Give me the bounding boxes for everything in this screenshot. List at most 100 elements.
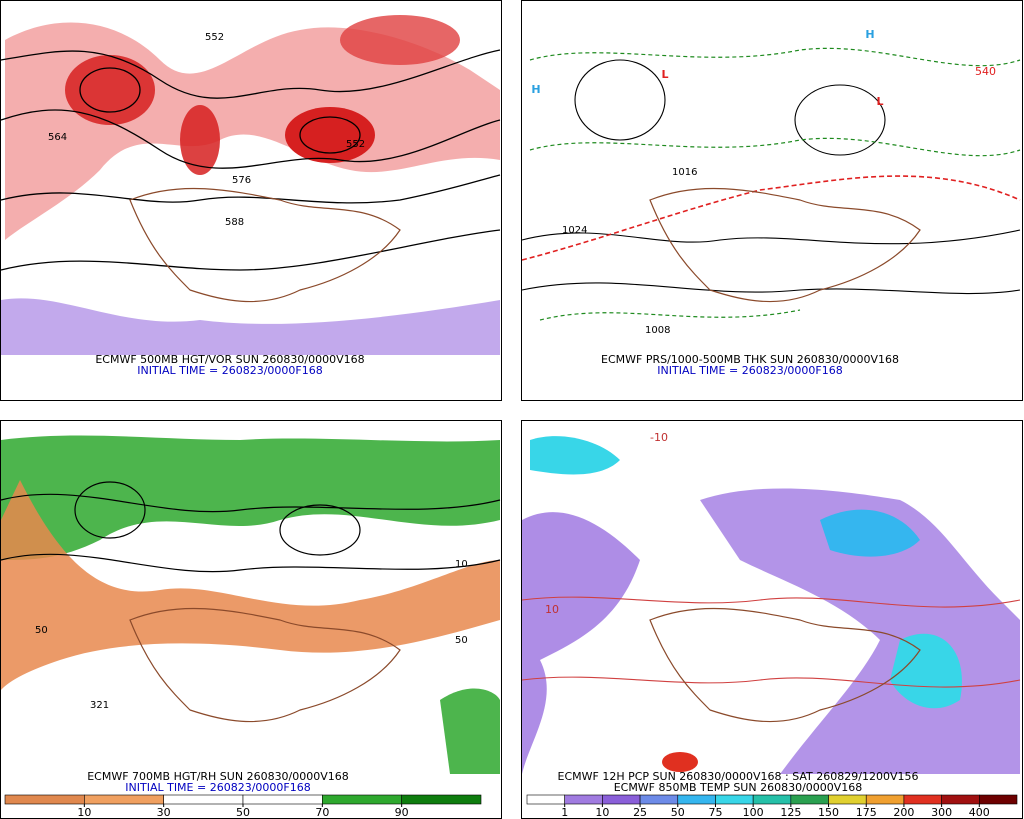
colorbar-segment: [790, 794, 829, 805]
colorbar-segment: [752, 794, 792, 805]
height-contour: [0, 553, 501, 573]
thickness-line: [539, 309, 801, 321]
vorticity-negative: [1, 298, 500, 355]
panel-title: ECMWF 500MB HGT/VOR SUN 260830/0000V168: [95, 353, 364, 366]
colorbar-segment: [677, 794, 716, 805]
precip-area: [890, 633, 962, 709]
colorbar-label: 300: [931, 806, 952, 819]
colorbar-label: 400: [969, 806, 990, 819]
low-marker: L: [661, 68, 668, 81]
colorbar-segment: [163, 794, 244, 805]
contour-label: 50: [35, 625, 48, 636]
colorbar-segment: [602, 794, 641, 805]
contour-label: -10: [650, 431, 668, 444]
isobar: [574, 59, 666, 141]
thickness-line: [529, 137, 1021, 157]
colorbar-label: 75: [708, 806, 722, 819]
colorbar-label: 90: [395, 806, 409, 819]
colorbar-label: 70: [315, 806, 329, 819]
dry-area: [1, 480, 500, 690]
coastline: [129, 187, 401, 303]
colorbar-segment: [564, 794, 603, 805]
colorbar-label: 100: [743, 806, 764, 819]
humidity-area: [1, 435, 500, 560]
vorticity-max: [180, 105, 220, 175]
panel-title: ECMWF 12H PCP SUN 260830/0000V168 : SAT …: [558, 770, 919, 783]
thickness-line: [529, 47, 1021, 67]
map-precip: -10 10 ECMWF 12H PCP SUN 260830/0000V168…: [521, 431, 1021, 794]
isobar: [521, 229, 1021, 245]
height-contour: [0, 174, 501, 204]
height-contour: [0, 49, 501, 99]
height-contour: [79, 67, 141, 113]
contour-label: 576: [232, 175, 251, 186]
colorbar-label: 50: [671, 806, 685, 819]
humidity-area: [440, 688, 500, 774]
colorbar-label: 50: [236, 806, 250, 819]
temperature-contour: [521, 676, 1021, 688]
colorbar-label: 30: [157, 806, 171, 819]
colorbar-segment: [4, 794, 85, 805]
height-contour: [0, 109, 501, 169]
isobar: [794, 84, 886, 156]
map-700mb: 50 10 321 50 ECMWF 700MB HGT/RH SUN 2608…: [0, 431, 501, 794]
colorbar-segment: [979, 794, 1018, 805]
contour-label: 588: [225, 217, 244, 228]
colorbar-label: 125: [780, 806, 801, 819]
coastline: [649, 187, 921, 303]
precip-area: [530, 436, 620, 475]
isobar: [521, 282, 1021, 295]
thickness-540: [521, 175, 1021, 261]
colorbar-label: 10: [595, 806, 609, 819]
height-contour: [279, 504, 361, 556]
low-marker: L: [876, 95, 883, 108]
colorbar-segment: [828, 794, 867, 805]
colorbar-segment: [639, 794, 679, 805]
colorbar-label: 25: [633, 806, 647, 819]
colorbar-segment: [903, 794, 942, 805]
contour-label: 1024: [562, 225, 587, 236]
height-contour: [0, 229, 501, 271]
panel-subtitle: INITIAL TIME = 260823/0000F168: [657, 364, 842, 377]
map-area: [522, 12, 1021, 355]
coastline: [129, 607, 401, 723]
colorbar-segment: [715, 794, 754, 805]
precip-area: [522, 512, 640, 774]
vorticity-max: [65, 55, 155, 125]
contour-label: 1016: [672, 167, 697, 178]
colorbar-segment: [941, 794, 980, 805]
high-marker: H: [531, 83, 540, 96]
colorbar-label: 1: [561, 806, 568, 819]
high-marker: H: [865, 28, 874, 41]
contour-label: 321: [90, 700, 109, 711]
contour-label: 50: [455, 635, 468, 646]
map-pressure: H L 1024 1008 1016 540 L H ECMWF PRS/100…: [521, 12, 1021, 377]
colorbar-segment: [322, 794, 402, 805]
colorbar-label: 175: [856, 806, 877, 819]
panel-subtitle: ECMWF 850MB TEMP SUN 260830/0000V168: [614, 781, 863, 794]
contour-label: 10: [545, 603, 559, 616]
height-contour: [74, 481, 146, 539]
colorbar-segment: [526, 794, 565, 805]
panel-subtitle: INITIAL TIME = 260823/0000F168: [137, 364, 322, 377]
colorbar-label: 150: [818, 806, 839, 819]
colorbar-label: 10: [77, 806, 91, 819]
colorbar-segment: [84, 794, 164, 805]
panel-subtitle: INITIAL TIME = 260823/0000F168: [125, 781, 310, 794]
height-contour: [299, 116, 361, 154]
contour-label: 552: [346, 139, 365, 150]
contour-label: 10: [455, 559, 468, 570]
precip-max: [662, 752, 698, 772]
contour-label: 564: [48, 132, 67, 143]
precip-area: [820, 509, 920, 557]
colorbars: 10 30 50 70 90 1 10 25 50 75 100 125 150 175 200 300 400: [4, 794, 1018, 819]
contour-label: 552: [205, 32, 224, 43]
panel-title: ECMWF 700MB HGT/RH SUN 260830/0000V168: [87, 770, 349, 783]
vorticity-max: [340, 15, 460, 65]
panel-title: ECMWF PRS/1000-500MB THK SUN 260830/0000…: [601, 353, 899, 366]
colorbar-segment: [401, 794, 482, 805]
vorticity-max: [285, 107, 375, 163]
temperature-contour: [521, 596, 1021, 608]
colorbar-segment: [242, 794, 323, 805]
